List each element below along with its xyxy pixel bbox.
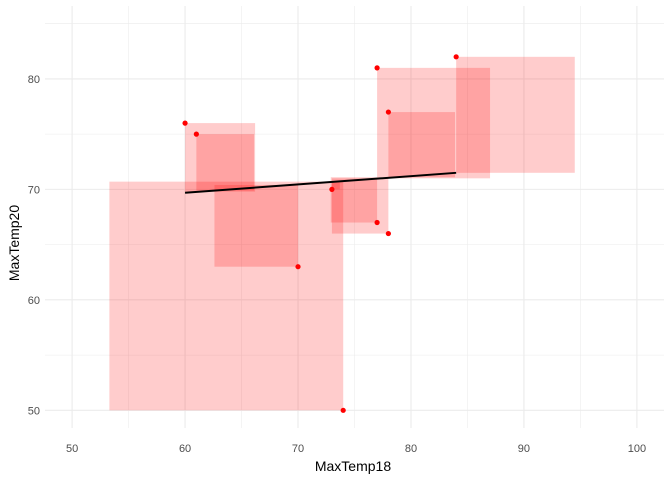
residual-square [331,181,340,190]
residual-square [377,67,491,179]
y-tick-label: 50 [28,405,40,417]
tick-labels: 50 60 70 80 90 100 50 60 70 80 [28,74,646,455]
residual-square [196,134,254,191]
data-point [340,407,346,413]
residual-square [388,112,456,178]
residual-square [109,181,344,411]
x-tick-label: 50 [66,443,78,455]
residual-square [330,177,378,223]
data-points [182,54,459,413]
grid [45,6,664,428]
data-point [295,264,301,270]
data-point [385,109,391,115]
x-tick-label: 100 [628,443,646,455]
x-axis-title: MaxTemp18 [315,458,391,474]
data-point [385,230,391,237]
x-tick-label: 90 [518,443,530,455]
data-point [182,120,188,126]
x-tick-label: 80 [405,443,417,455]
y-tick-label: 70 [28,184,40,196]
y-tick-label: 80 [28,74,40,86]
x-tick-label: 70 [292,443,304,455]
x-tick-label: 60 [179,443,191,455]
data-point [329,186,335,192]
residual-squares [109,56,575,411]
data-point [374,65,380,71]
regression-line-layer [184,171,457,194]
residual-square [456,56,575,173]
y-tick-label: 60 [28,295,40,307]
residual-square [331,178,389,234]
data-point [193,131,199,137]
residual-square [214,184,299,267]
data-point [374,219,380,226]
data-point [453,54,459,60]
y-axis-title: MaxTemp20 [6,205,22,281]
regression-line [184,171,457,194]
